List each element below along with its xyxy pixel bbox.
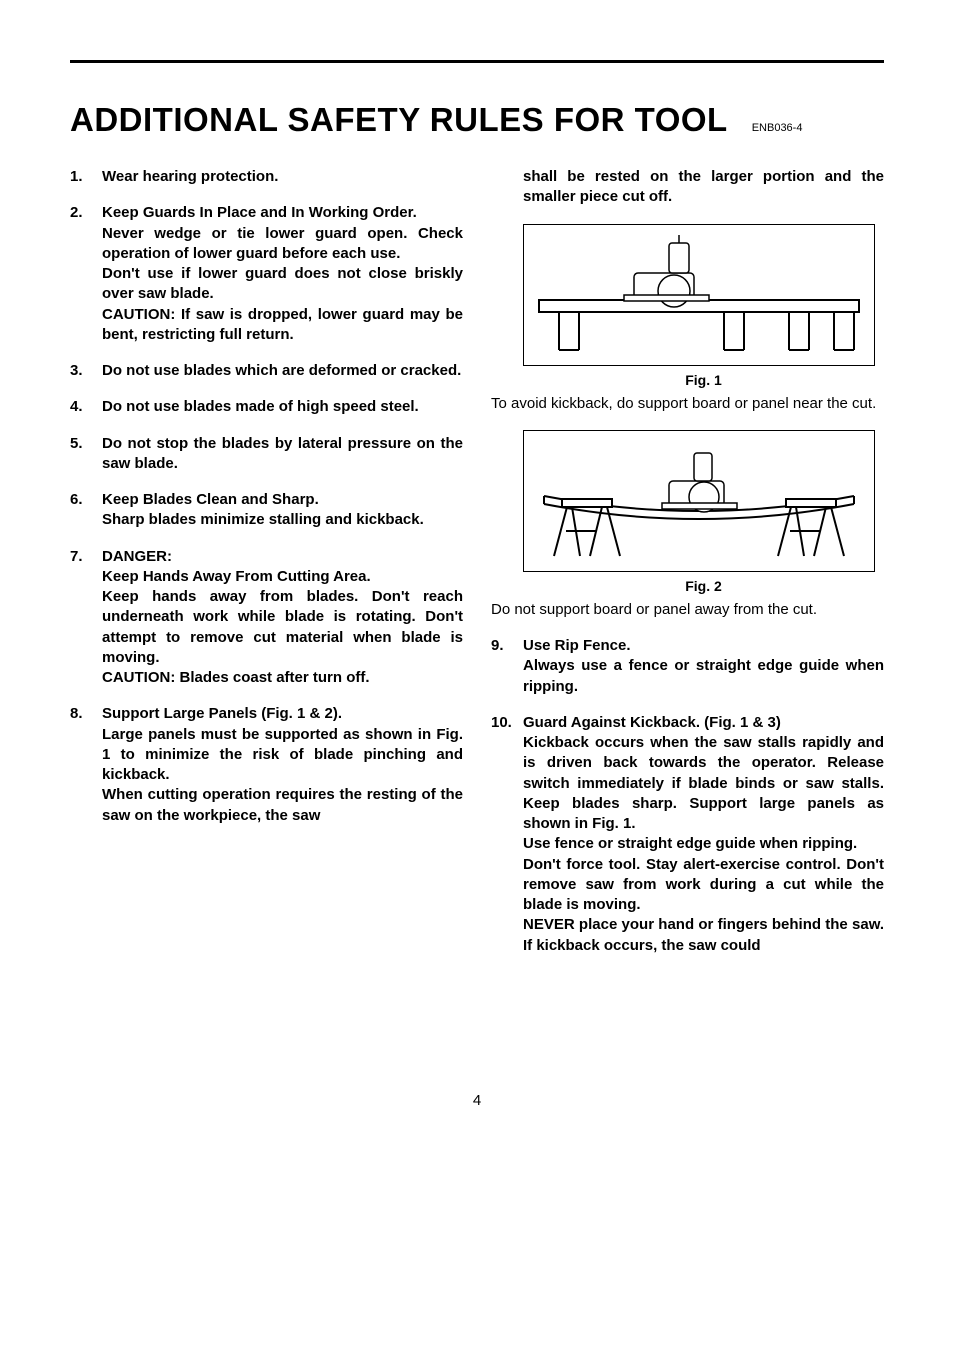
figure-2-illustration bbox=[523, 430, 875, 572]
figure-2-block: Fig. 2 bbox=[523, 430, 884, 594]
rule-item: Wear hearing protection. bbox=[70, 167, 463, 187]
rules-list-right: 9. Use Rip Fence.Always use a fence or s… bbox=[491, 636, 884, 956]
rule-item: 10. Guard Against Kickback. (Fig. 1 & 3)… bbox=[491, 713, 884, 956]
rules-list-left: Wear hearing protection. Keep Guards In … bbox=[70, 167, 463, 826]
document-code: ENB036-4 bbox=[752, 122, 803, 134]
rule-text: Use Rip Fence.Always use a fence or stra… bbox=[523, 637, 884, 695]
rule-item: Do not use blades made of high speed ste… bbox=[70, 397, 463, 417]
figure-2-caption: Do not support board or panel away from … bbox=[491, 600, 884, 620]
figure-1-label: Fig. 1 bbox=[523, 372, 884, 388]
rule-text: Guard Against Kickback. (Fig. 1 & 3)Kick… bbox=[523, 714, 884, 954]
figure-1-block: Fig. 1 bbox=[523, 224, 884, 388]
rule-number: 10. bbox=[491, 713, 512, 733]
page-number: 4 bbox=[70, 1092, 884, 1109]
figure-1-caption: To avoid kickback, do support board or p… bbox=[491, 394, 884, 414]
rule-number: 9. bbox=[491, 636, 504, 656]
rule-item: DANGER:Keep Hands Away From Cutting Area… bbox=[70, 547, 463, 689]
figure-2-label: Fig. 2 bbox=[523, 578, 884, 594]
document-page: ADDITIONAL SAFETY RULES FOR TOOL ENB036-… bbox=[0, 0, 954, 1149]
top-horizontal-rule bbox=[70, 60, 884, 63]
rule-item: Keep Blades Clean and Sharp.Sharp blades… bbox=[70, 490, 463, 531]
rule-item: Do not use blades which are deformed or … bbox=[70, 361, 463, 381]
title-row: ADDITIONAL SAFETY RULES FOR TOOL ENB036-… bbox=[70, 101, 884, 139]
left-column: Wear hearing protection. Keep Guards In … bbox=[70, 167, 463, 972]
figure-1-illustration bbox=[523, 224, 875, 366]
rule-item: Support Large Panels (Fig. 1 & 2).Large … bbox=[70, 704, 463, 826]
right-column: shall be rested on the larger portion an… bbox=[491, 167, 884, 972]
rule-item: Do not stop the blades by lateral pressu… bbox=[70, 434, 463, 475]
rule-8-continuation: shall be rested on the larger portion an… bbox=[491, 167, 884, 208]
rule-item: 9. Use Rip Fence.Always use a fence or s… bbox=[491, 636, 884, 697]
two-column-layout: Wear hearing protection. Keep Guards In … bbox=[70, 167, 884, 972]
rule-item: Keep Guards In Place and In Working Orde… bbox=[70, 203, 463, 345]
page-title: ADDITIONAL SAFETY RULES FOR TOOL bbox=[70, 101, 728, 139]
